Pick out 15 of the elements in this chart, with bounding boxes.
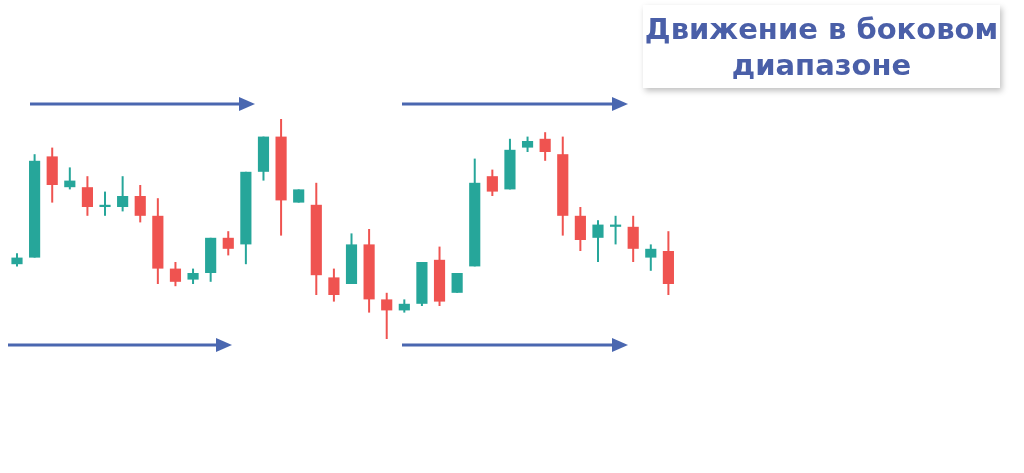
candlestick: [539, 131, 551, 162]
candlestick: [627, 214, 639, 263]
text: Движение в боковом диапазоне: [643, 10, 1000, 83]
candlestick: [222, 230, 234, 257]
candlestick: [134, 184, 146, 224]
candlestick: [328, 267, 340, 303]
candlestick: [592, 219, 604, 263]
candlestick: [117, 175, 129, 213]
candlestick: [381, 291, 393, 340]
candlestick: [486, 168, 498, 197]
candlestick: [81, 175, 93, 217]
candlestick: [451, 272, 463, 294]
candlestick: [645, 243, 657, 272]
candlestick: [169, 261, 182, 288]
candlestick: [99, 190, 111, 217]
